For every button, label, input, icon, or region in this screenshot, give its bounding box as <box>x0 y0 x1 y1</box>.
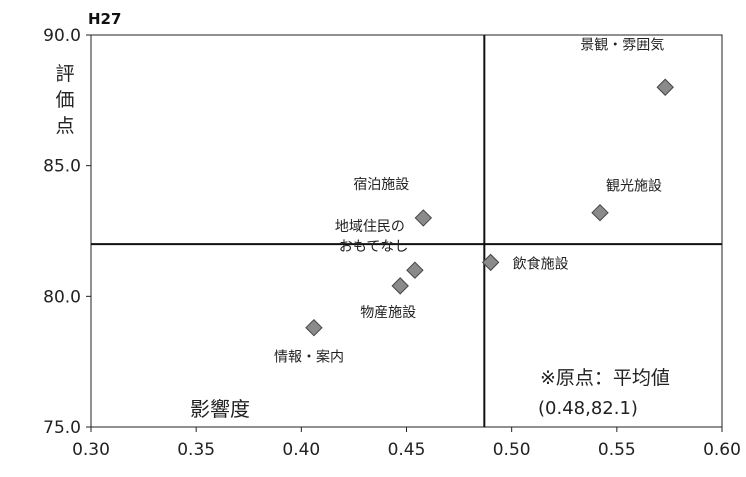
data-point <box>656 78 674 96</box>
y-tick-label: 80.0 <box>43 287 81 307</box>
reference-lines <box>91 35 722 427</box>
data-point <box>391 277 409 295</box>
axis-ticks: 0.30 0.35 0.40 0.45 0.50 0.55 0.60 75.0 80.0 85.0… <box>43 26 741 460</box>
point-label: 景観・雰囲気 <box>580 36 664 53</box>
y-tick-label: 90.0 <box>43 26 81 46</box>
x-tick-label: 0.35 <box>177 440 215 460</box>
data-point <box>305 318 323 337</box>
point-label: 飲食施設 <box>513 255 569 272</box>
x-tick-label: 0.60 <box>703 440 741 460</box>
x-axis-label: 影響度 <box>190 397 250 421</box>
x-tick-label: 0.45 <box>388 440 426 460</box>
y-axis-label: 評価点 <box>55 63 74 137</box>
x-tick-label: 0.40 <box>282 440 320 460</box>
data-points <box>305 78 674 337</box>
x-tick-label: 0.30 <box>72 440 110 460</box>
svg-text:評価点: 評価点 <box>55 63 74 137</box>
x-tick-label: 0.55 <box>598 440 636 460</box>
origin-note: ※原点：平均値 <box>540 367 670 389</box>
y-tick-label: 85.0 <box>43 157 81 177</box>
point-label: 地域住民のおもてなし <box>335 219 408 255</box>
data-point <box>414 209 433 227</box>
point-label: 情報・案内 <box>274 349 344 366</box>
chart-title: H27 <box>88 10 121 28</box>
y-tick-label: 75.0 <box>43 418 81 438</box>
data-point <box>591 203 609 222</box>
point-label: 宿泊施設 <box>353 176 409 193</box>
x-tick-label: 0.50 <box>493 440 531 460</box>
data-point <box>406 261 424 279</box>
point-label: 観光施設 <box>606 178 662 195</box>
point-label: 物産施設 <box>360 305 416 321</box>
origin-note-value: (0.48,82.1) <box>538 398 638 419</box>
data-point <box>481 253 500 272</box>
